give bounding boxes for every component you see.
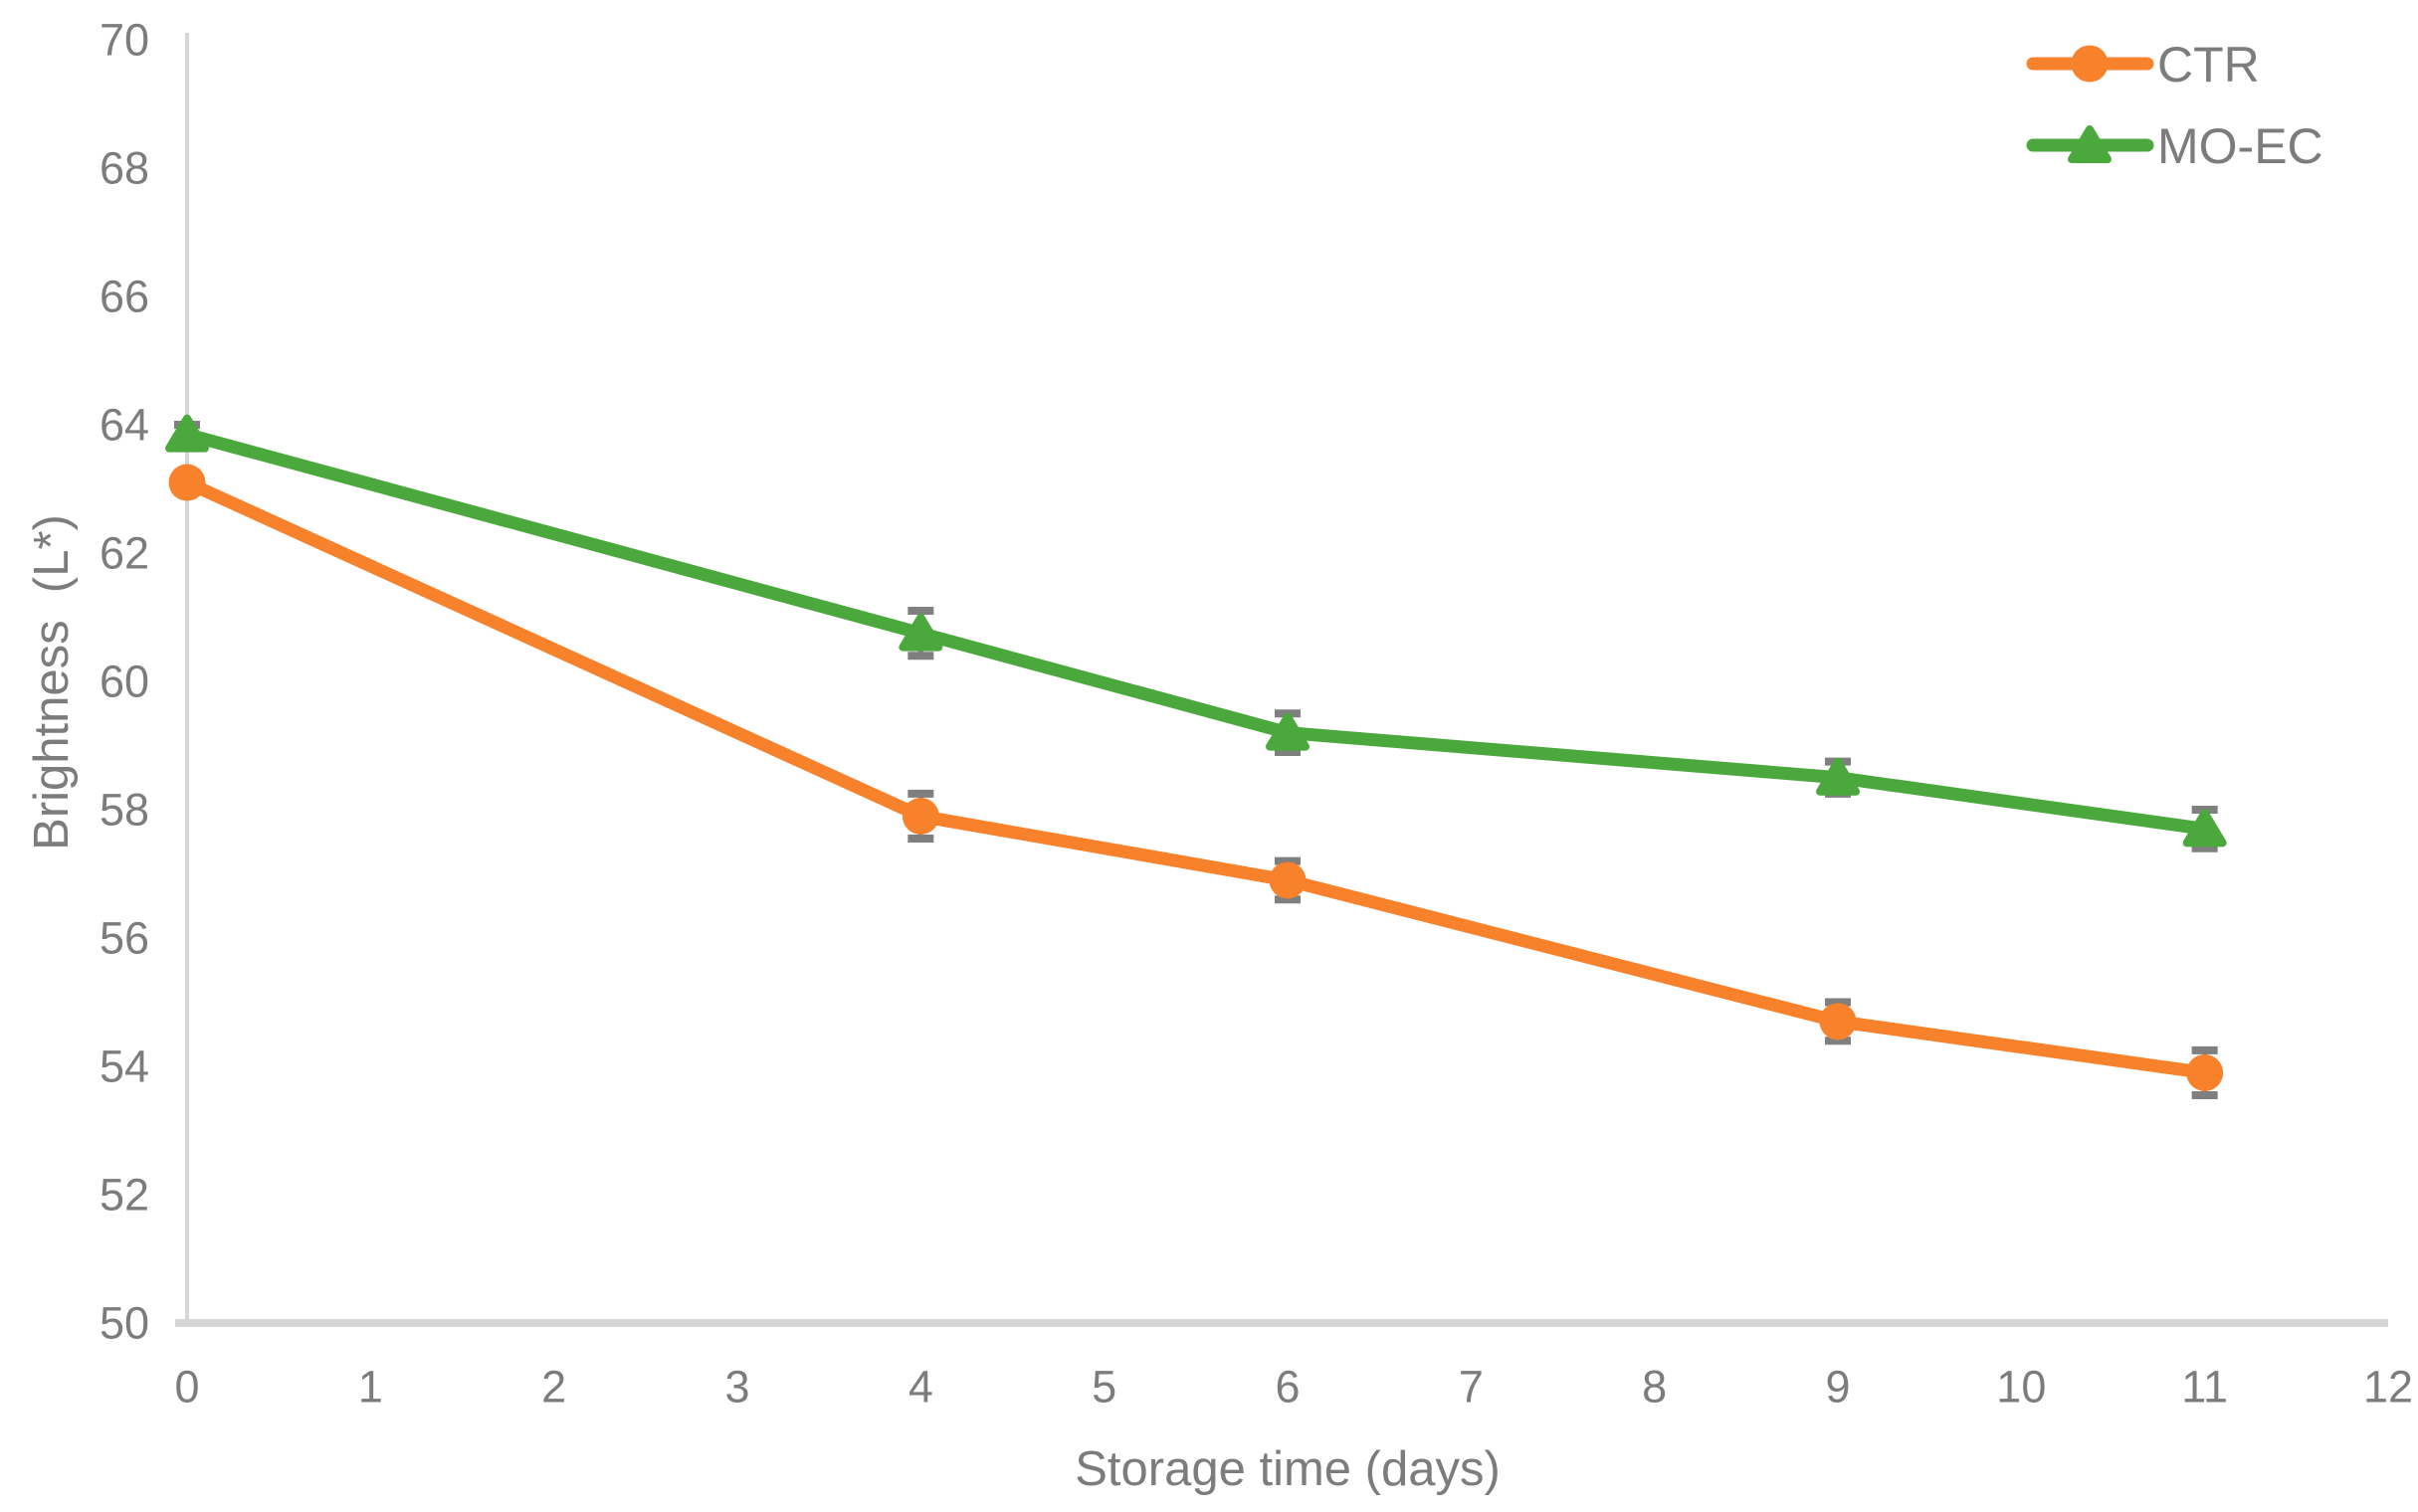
- x-tick-label: 11: [2181, 1362, 2228, 1413]
- y-axis-title: Brightness (L*): [25, 514, 79, 850]
- mo-ec-point: [899, 613, 943, 652]
- ctr-point: [902, 797, 939, 835]
- legend-markers: [2026, 45, 2154, 163]
- x-tick-label: 6: [1275, 1362, 1300, 1413]
- x-tick-label: 9: [1825, 1362, 1850, 1413]
- mo-ec-line: [180, 428, 2212, 836]
- y-tick-label: 60: [100, 657, 149, 707]
- mo-ec-point: [2182, 809, 2227, 848]
- y-tick-label: 56: [100, 913, 149, 964]
- x-tick-label: 3: [724, 1362, 749, 1413]
- y-tick-label: 54: [100, 1041, 149, 1092]
- x-tick-label: 0: [174, 1362, 199, 1413]
- ctr-point: [1269, 861, 1307, 899]
- y-tick-label: 64: [100, 400, 149, 451]
- y-tick-label: 52: [100, 1170, 149, 1221]
- ctr-line: [180, 475, 2212, 1079]
- legend-label-ctr: CTR: [2157, 37, 2260, 93]
- legend: CTR MO-EC: [2026, 37, 2323, 174]
- y-tick-label: 62: [100, 528, 149, 579]
- x-axis-title: Storage time (days): [1075, 1442, 1501, 1496]
- legend-marker-ctr: [2071, 45, 2109, 83]
- mo-ec-point: [165, 414, 209, 453]
- legend-label-mo-ec: MO-EC: [2157, 118, 2323, 174]
- x-tick-label: 4: [908, 1362, 933, 1413]
- x-tick-label: 5: [1092, 1362, 1116, 1413]
- x-tick-label: 7: [1459, 1362, 1484, 1413]
- mo-ec-point: [1266, 712, 1310, 751]
- y-tick-label: 66: [100, 272, 149, 322]
- y-tick-label: 58: [100, 785, 149, 836]
- y-tick-label: 68: [100, 143, 149, 194]
- x-tick-label: 2: [541, 1362, 566, 1413]
- y-tick-label: 50: [100, 1298, 149, 1349]
- x-tick-label: 8: [1642, 1362, 1667, 1413]
- ctr-point: [168, 464, 206, 501]
- ctr-point: [1819, 1003, 1857, 1040]
- y-tick-label: 70: [100, 15, 149, 66]
- legend-marker-mo-ec: [2068, 125, 2112, 163]
- series: [165, 414, 2227, 1100]
- mo-ec-point: [1816, 757, 1860, 796]
- x-tick-label: 12: [2363, 1362, 2413, 1413]
- ctr-point: [2186, 1053, 2224, 1091]
- x-tick-label: 10: [1996, 1362, 2046, 1413]
- x-tick-label: 1: [358, 1362, 383, 1413]
